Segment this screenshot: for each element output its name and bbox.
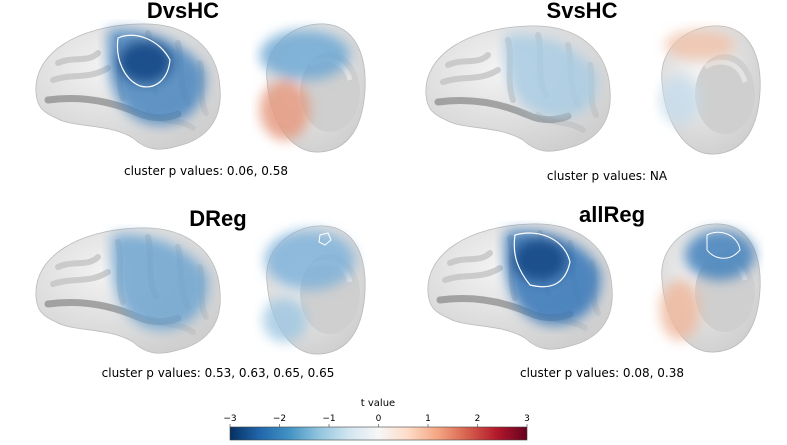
panel: DReg cluster p values: 0.53, 0.63, 0.65,… <box>36 206 365 380</box>
colorbar-tick-label: −2 <box>273 414 286 424</box>
colorbar-label: t value <box>361 398 395 409</box>
panel-title: DvsHC <box>147 0 219 23</box>
panel: SvsHC cluster p values: NA <box>426 0 760 183</box>
cluster-p-values: cluster p values: 0.53, 0.63, 0.65, 0.65 <box>102 366 335 380</box>
cluster-p-values: cluster p values: 0.06, 0.58 <box>124 164 288 178</box>
colorbar-tick-label: −3 <box>223 414 236 424</box>
panel-title: DReg <box>189 206 246 231</box>
panel-title: allReg <box>579 202 645 227</box>
colorbar-tick-label: 1 <box>425 414 431 424</box>
panel: allReg cluster p values: 0.08, 0.38 <box>428 202 760 380</box>
colorbar-tick-label: 2 <box>475 414 481 424</box>
colorbar-tick-label: 0 <box>376 414 382 424</box>
cluster-p-values: cluster p values: NA <box>547 169 668 183</box>
colorbar-tick-label: −1 <box>322 414 335 424</box>
colorbar-tick-label: 3 <box>524 414 530 424</box>
colorbar: t value −3 −2 −1 0 1 2 3 <box>223 398 530 441</box>
colorbar-gradient <box>229 426 528 441</box>
panel: DvsHC cluster p values: 0.06, 0.58 <box>36 0 365 178</box>
panel-title: SvsHC <box>547 0 618 23</box>
cluster-p-values: cluster p values: 0.08, 0.38 <box>520 366 684 380</box>
